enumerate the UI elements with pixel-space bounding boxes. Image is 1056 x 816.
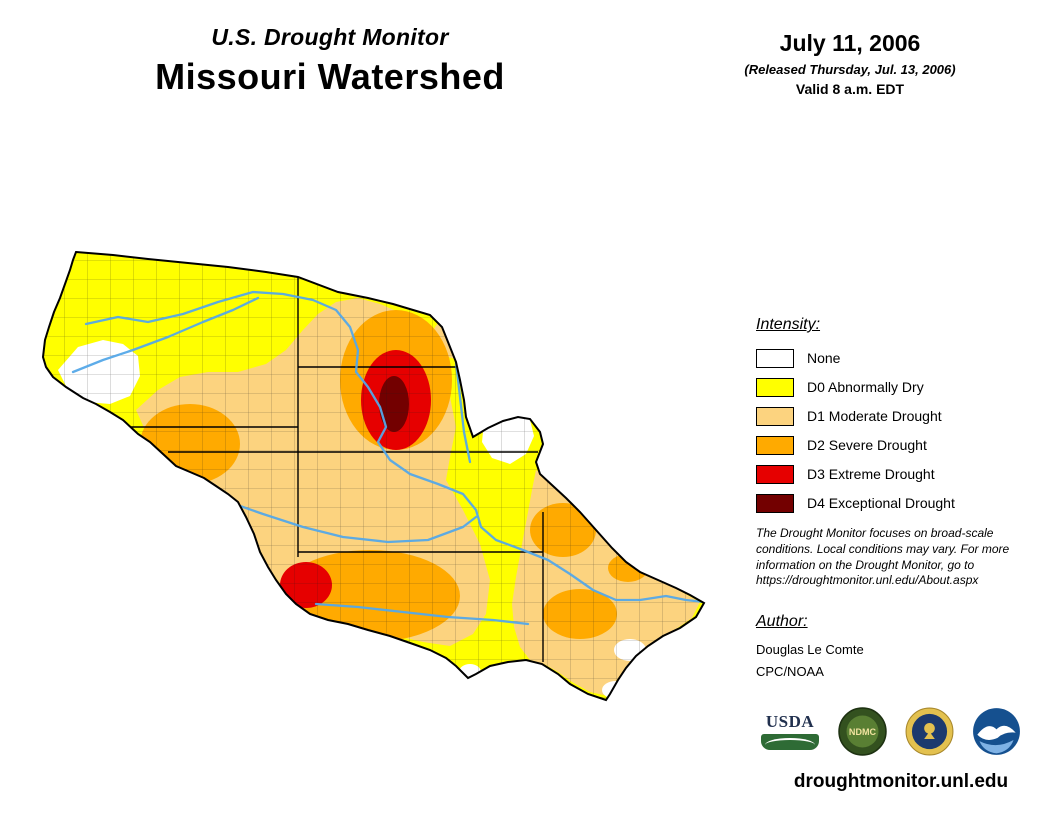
site-url: droughtmonitor.unl.edu: [793, 771, 1009, 793]
drought-map-svg: [41, 250, 706, 702]
county-grid: [43, 252, 704, 700]
map-date: July 11, 2006: [779, 30, 921, 56]
legend-label-d2: D2 Severe Drought: [807, 437, 927, 453]
legend-swatch-d2: [756, 435, 794, 455]
legend-label-d4: D4 Exceptional Drought: [807, 495, 955, 511]
ndmc-logo-text: NDMC: [849, 727, 877, 737]
author-heading: Author:: [756, 613, 808, 631]
legend-heading: Intensity:: [756, 316, 821, 333]
usda-logo-text: USDA: [765, 712, 815, 732]
logo-row: USDA NDMC: [760, 705, 1046, 757]
title-block: U.S. Drought Monitor Missouri Watershed: [90, 24, 570, 98]
legend: None D0 Abnormally Dry D1 Moderate Droug…: [756, 348, 1046, 513]
legend-item-d1: D1 Moderate Drought: [756, 406, 1046, 426]
legend-label-d3: D3 Extreme Drought: [807, 466, 935, 482]
legend-swatch-d4: [756, 493, 794, 513]
rivers: [71, 290, 704, 626]
legend-item-d4: D4 Exceptional Drought: [756, 493, 1046, 513]
legend-item-d3: D3 Extreme Drought: [756, 464, 1046, 484]
usda-logo-band: [761, 734, 819, 751]
info-panel: Intensity: None D0 Abnormally Dry D1 Mod…: [756, 316, 1046, 793]
legend-swatch-d3: [756, 464, 794, 484]
ndmc-logo: NDMC: [838, 707, 887, 756]
legend-item-none: None: [756, 348, 1046, 368]
legend-label-none: None: [807, 350, 841, 366]
legend-item-d0: D0 Abnormally Dry: [756, 377, 1046, 397]
usda-logo: USDA: [760, 712, 820, 751]
author-name: Douglas Le Comte: [756, 642, 864, 658]
doc-seal-logo: [905, 707, 954, 756]
report-title: U.S. Drought Monitor: [211, 24, 449, 50]
legend-item-d2: D2 Severe Drought: [756, 435, 1046, 455]
release-date: (Released Thursday, Jul. 13, 2006): [744, 62, 956, 77]
legend-label-d1: D1 Moderate Drought: [807, 408, 942, 424]
page-title: Missouri Watershed: [155, 56, 505, 97]
disclaimer-text: The Drought Monitor focuses on broad-sca…: [756, 526, 1010, 588]
legend-swatch-d1: [756, 406, 794, 426]
author-org: CPC/NOAA: [756, 664, 824, 680]
date-block: July 11, 2006 (Released Thursday, Jul. 1…: [714, 30, 986, 97]
watershed-outline: [41, 250, 706, 702]
state-boundaries: [43, 277, 544, 662]
legend-label-d0: D0 Abnormally Dry: [807, 379, 924, 395]
noaa-logo: [973, 707, 1020, 755]
legend-swatch-none: [756, 348, 794, 368]
valid-time: Valid 8 a.m. EDT: [795, 81, 905, 97]
drought-map: [18, 222, 718, 717]
legend-swatch-d0: [756, 377, 794, 397]
